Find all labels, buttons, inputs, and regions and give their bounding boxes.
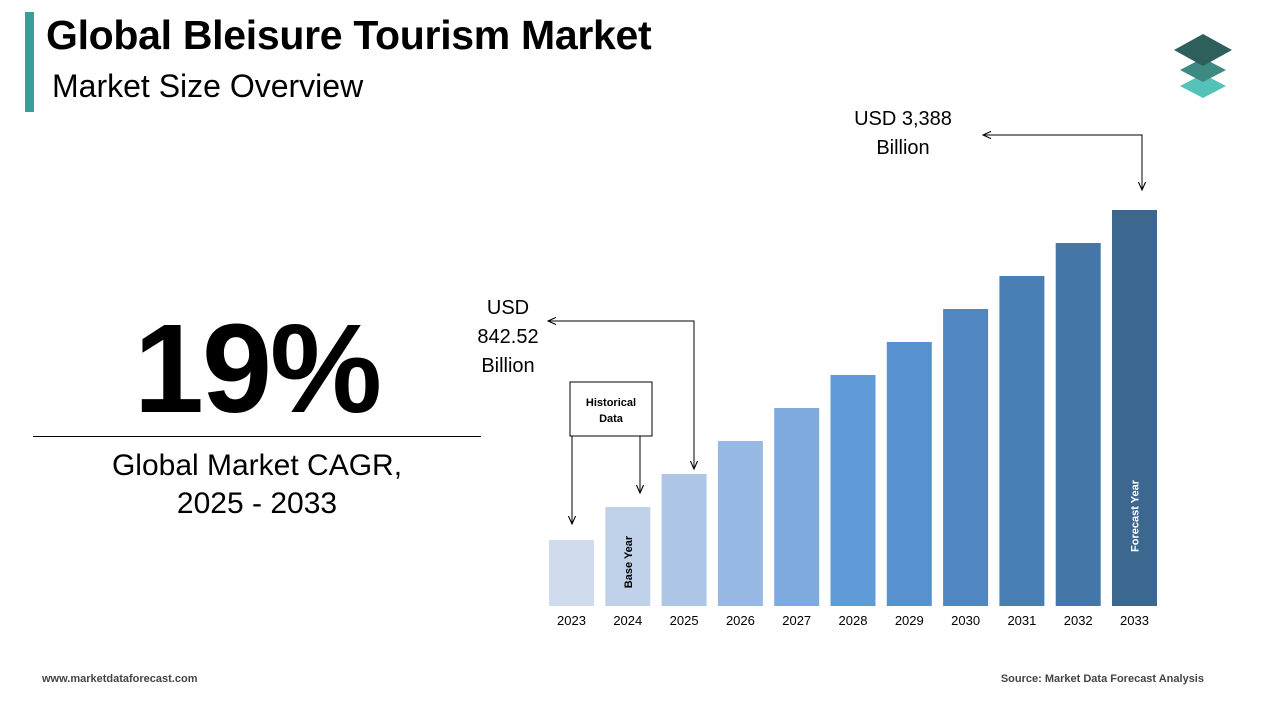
footer-website: www.marketdataforecast.com: [42, 673, 198, 685]
cagr-label-line1: Global Market CAGR,: [111, 449, 403, 482]
start-value-line2: 842.52: [477, 326, 538, 348]
brand-logo-icon: [1174, 34, 1232, 98]
bar-2032: [1055, 243, 1101, 606]
base-year-label: Base Year: [623, 535, 635, 588]
bar-2028: [830, 375, 876, 606]
x-tick-2032: 2032: [1064, 613, 1093, 628]
bar-2023: [549, 540, 594, 606]
x-tick-2027: 2027: [782, 613, 811, 628]
page-subtitle: Market Size Overview: [52, 68, 364, 104]
start-value-line3: Billion: [481, 355, 534, 377]
bar-2033: [1112, 210, 1157, 606]
x-tick-2024: 2024: [613, 613, 642, 628]
cagr-value: 19%: [133, 298, 382, 439]
bar-2026: [717, 441, 763, 606]
cagr-label-line2: 2025 - 2033: [176, 487, 338, 520]
bar-2024: [605, 507, 651, 606]
title-accent-bar: [25, 12, 34, 112]
bar-2027: [774, 408, 820, 606]
bars-group: [549, 210, 1157, 606]
cagr-label: Global Market CAGR, 2025 - 2033: [33, 447, 481, 523]
bar-2025: [661, 474, 707, 606]
end-value-arrow: [983, 135, 1142, 190]
x-tick-labels: 2023 2024 2025 2026 2027 2028 2029 2030 2031 2032…: [557, 613, 1149, 628]
forecast-year-label: Forecast Year: [1130, 479, 1142, 552]
x-tick-2029: 2029: [895, 613, 924, 628]
logo-layer-bottom: [1180, 74, 1226, 98]
x-tick-2030: 2030: [951, 613, 980, 628]
x-tick-2031: 2031: [1007, 613, 1036, 628]
start-value-line1: USD: [487, 297, 529, 319]
end-value-line1: USD 3,388: [854, 108, 952, 130]
historical-data-box: [569, 381, 653, 437]
logo-layer-top: [1174, 34, 1232, 66]
page-title: Global Bleisure Tourism Market: [46, 12, 652, 58]
x-tick-2023: 2023: [557, 613, 586, 628]
start-value-arrow: [548, 321, 694, 469]
x-tick-2033: 2033: [1120, 613, 1149, 628]
cagr-divider: [33, 436, 481, 437]
bar-2031: [999, 276, 1045, 606]
historical-data-line2: Data: [599, 413, 624, 425]
x-tick-2025: 2025: [670, 613, 699, 628]
end-value-line2: Billion: [876, 137, 929, 159]
logo-layer-middle: [1180, 58, 1226, 82]
footer-source: Source: Market Data Forecast Analysis: [1000, 673, 1204, 685]
bar-2029: [886, 342, 932, 606]
historical-data-line1: Historical: [586, 397, 636, 409]
bar-2030: [943, 309, 989, 606]
x-tick-2028: 2028: [839, 613, 868, 628]
x-tick-2026: 2026: [726, 613, 755, 628]
